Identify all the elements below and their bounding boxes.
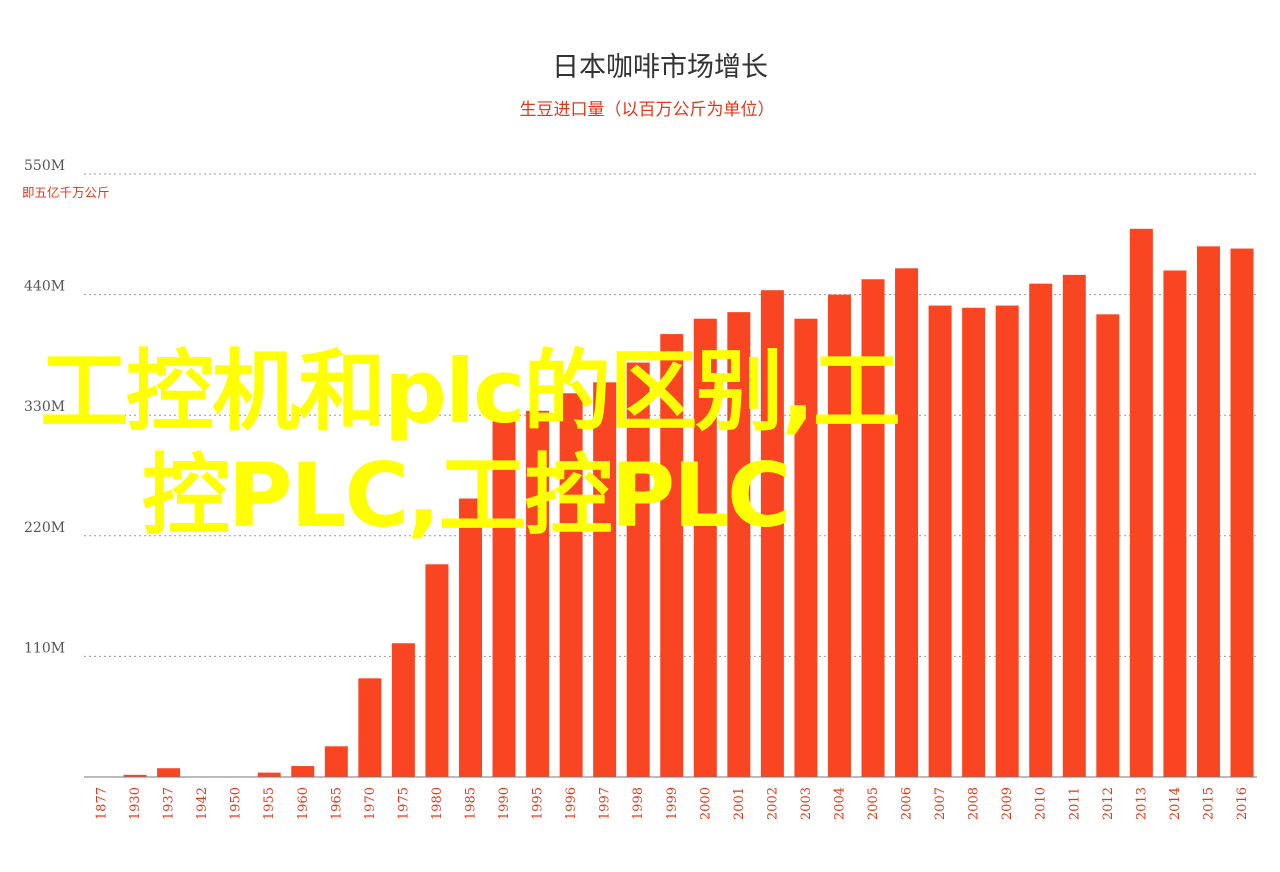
x-tick-label: 2009 [1000, 787, 1015, 820]
x-tick-label: 1937 [162, 787, 177, 820]
bar-1965 [324, 746, 348, 777]
chart-title: 日本咖啡市场增长 [552, 52, 768, 83]
x-tick-label: 1965 [329, 787, 344, 820]
bar-2015 [1196, 246, 1220, 778]
bar-2000 [693, 318, 717, 777]
x-tick-label: 2002 [765, 787, 780, 820]
x-tick-label: 2016 [1235, 787, 1250, 820]
bar-1998 [626, 362, 650, 777]
x-tick-label: 2010 [1034, 787, 1049, 820]
bar-2012 [1096, 314, 1120, 777]
x-tick-label: 2001 [732, 787, 747, 820]
bar-1975 [391, 643, 415, 777]
bar-1997 [593, 382, 617, 777]
x-tick-label: 1990 [497, 787, 512, 820]
x-tick-label: 2000 [698, 787, 713, 820]
bar-1955 [257, 772, 281, 777]
bars [123, 228, 1254, 778]
bar-2009 [995, 305, 1019, 777]
y-tick-label: 330M [24, 399, 65, 415]
x-tick-label: 1975 [396, 787, 411, 820]
x-tick-label: 1877 [95, 787, 110, 820]
y-tick-label: 550M [24, 158, 65, 174]
bar-2010 [1029, 283, 1053, 777]
bar-1930 [123, 774, 147, 777]
x-tick-label: 2012 [1101, 787, 1116, 820]
y-axis-ticks: 110M 220M 330M 440M 550M [24, 158, 65, 656]
x-tick-label: 1997 [598, 787, 613, 820]
x-tick-label: 2004 [832, 787, 847, 820]
bar-2004 [827, 294, 851, 777]
overlay-caption: 工控机和plc的区别,工 控PLC,工控PLC [40, 340, 1040, 548]
bar-1985 [458, 498, 482, 777]
x-tick-label: 1960 [296, 787, 311, 820]
x-tick-label: 2013 [1134, 787, 1149, 820]
x-tick-label: 1998 [631, 787, 646, 820]
x-tick-label: 1980 [430, 787, 445, 820]
x-tick-label: 1950 [229, 787, 244, 820]
x-tick-label: 1996 [564, 787, 579, 820]
bar-1960 [291, 766, 315, 777]
x-tick-label: 1999 [665, 787, 680, 820]
bar-2003 [794, 318, 818, 777]
bar-1999 [660, 334, 684, 777]
x-tick-label: 1995 [531, 787, 546, 820]
x-tick-label: 2011 [1067, 787, 1082, 820]
bar-2014 [1163, 270, 1187, 777]
x-tick-label: 2005 [866, 787, 881, 820]
y-tick-label: 220M [24, 520, 65, 536]
x-tick-label: 2015 [1201, 787, 1216, 820]
x-tick-label: 1942 [195, 787, 210, 820]
x-tick-label: 1955 [262, 787, 277, 820]
overlay-line-2: 控PLC,工控PLC [142, 444, 792, 547]
bar-1990 [492, 419, 516, 777]
bar-1996 [559, 393, 583, 777]
bar-2002 [760, 290, 784, 777]
bar-2013 [1129, 228, 1153, 777]
y-tick-label: 440M [24, 279, 65, 295]
bar-1970 [358, 678, 382, 777]
x-tick-label: 1930 [128, 787, 143, 820]
bar-1995 [526, 410, 550, 777]
overlay-line-1: 工控机和plc的区别,工 [40, 340, 901, 443]
x-tick-label: 2006 [900, 787, 915, 820]
x-tick-label: 1970 [363, 787, 378, 820]
x-axis-ticks: 1877 1930 1937 1942 1950 1955 1960 1965 1970 1975… [95, 787, 1251, 820]
bar-2008 [962, 307, 986, 777]
x-tick-label: 2008 [967, 787, 982, 820]
bar-2007 [928, 305, 952, 777]
x-tick-label: 1985 [463, 787, 478, 820]
x-tick-label: 2003 [799, 787, 814, 820]
bar-2006 [895, 268, 919, 777]
chart-subtitle: 生豆进口量（以百万公斤为单位） [520, 100, 775, 120]
x-tick-label: 2014 [1168, 787, 1183, 820]
y-tick-label: 110M [24, 640, 65, 656]
bar-2001 [727, 312, 751, 777]
bar-2011 [1062, 274, 1086, 777]
bar-1937 [157, 768, 181, 777]
x-tick-label: 2007 [933, 787, 948, 820]
y-axis-unit-note: 即五亿千万公斤 [22, 185, 110, 200]
bar-2005 [861, 279, 885, 777]
bar-2016 [1230, 248, 1254, 777]
bar-1980 [425, 564, 449, 777]
